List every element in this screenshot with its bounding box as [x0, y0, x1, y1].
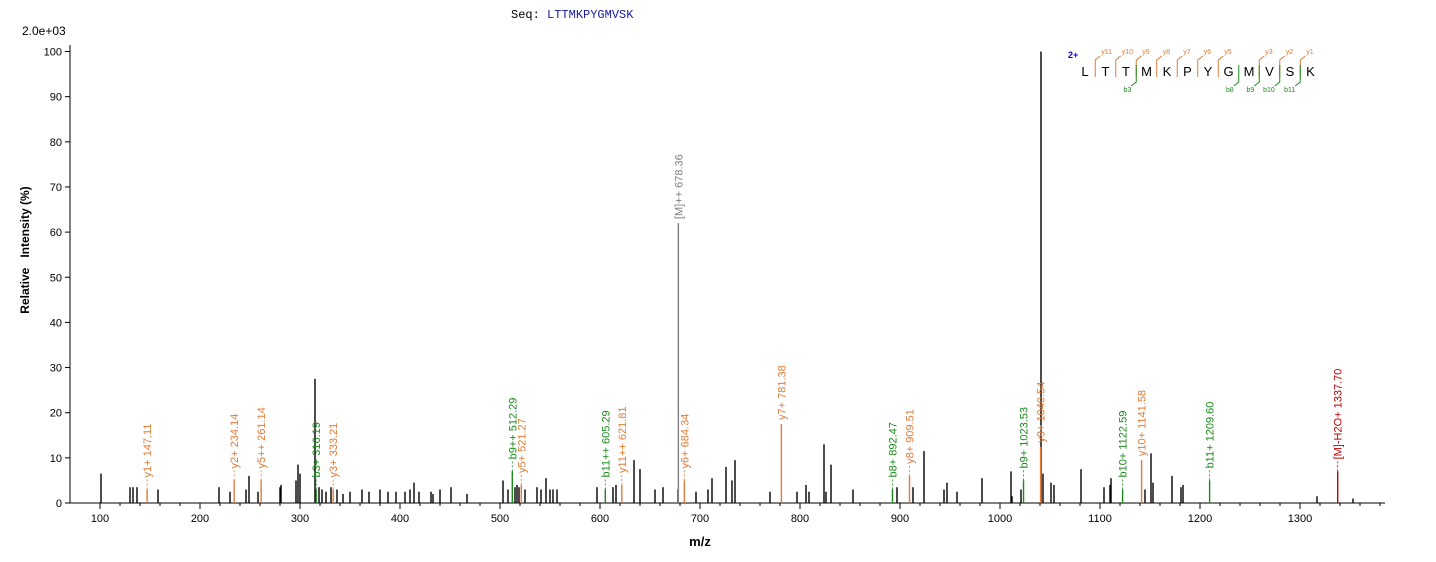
y-tick-label: 0 [56, 498, 62, 510]
y-axis-title: Relative Intensity (%) [18, 186, 32, 313]
x-tick-label: 200 [191, 513, 209, 525]
y-tick-label: 60 [50, 227, 62, 239]
peak-label: b9+ 1023.53 [1019, 407, 1031, 468]
max-intensity-label: 2.0e+03 [22, 24, 66, 38]
peak-label: y6+ 684.34 [679, 414, 691, 469]
charge-state-label: 2+ [1068, 50, 1078, 60]
sequence-residue: V [1265, 64, 1274, 79]
x-tick-label: 700 [691, 513, 709, 525]
x-tick-label: 1100 [1088, 513, 1112, 525]
x-tick-label: 1000 [988, 513, 1012, 525]
b-ion-marker [1233, 65, 1240, 87]
sequence-residue: P [1183, 64, 1192, 79]
sequence-residue: M [1244, 64, 1255, 79]
peak-label: y8+ 909.51 [905, 409, 917, 464]
y-ion-marker-label: y5 [1224, 49, 1232, 56]
peak-label: y1+ 147.11 [142, 424, 154, 478]
b-ion-marker-label: b8 [1226, 87, 1234, 94]
x-tick-label: 500 [491, 513, 509, 525]
y-tick-label: 80 [50, 137, 62, 149]
peak-label: b10+ 1122.59 [1118, 411, 1130, 478]
x-tick-label: 100 [91, 513, 109, 525]
y-tick-label: 10 [50, 453, 62, 465]
y-tick-label: 90 [50, 92, 62, 104]
y-tick-label: 70 [50, 182, 62, 194]
x-tick-label: 600 [591, 513, 609, 525]
x-tick-label: 400 [391, 513, 409, 525]
y-tick-label: 100 [44, 47, 62, 59]
x-tick-label: 1300 [1288, 513, 1312, 525]
sequence-residue: L [1081, 64, 1088, 79]
y-ion-marker-label: y8 [1163, 49, 1171, 56]
y-ion-marker [1094, 55, 1101, 77]
peak-label: b8+ 892.47 [887, 422, 899, 477]
peak-label: y10+ 1141.58 [1137, 390, 1149, 456]
sequence-residue: T [1102, 64, 1110, 79]
sequence-header: Seq: LTTMKPYGMVSK [511, 8, 633, 22]
x-tick-label: 300 [291, 513, 309, 525]
y-ion-marker-label: y1 [1306, 49, 1314, 56]
sequence-residue: G [1223, 64, 1233, 79]
y-tick-label: 50 [50, 272, 62, 284]
sequence-value: LTTMKPYGMVSK [547, 8, 634, 22]
b-ion-marker [1130, 65, 1137, 87]
y-ion-marker-label: y3 [1265, 49, 1273, 56]
x-tick-label: 1200 [1188, 513, 1212, 525]
sequence-residue: M [1141, 64, 1152, 79]
y-tick-label: 20 [50, 408, 62, 420]
b-ion-marker-label: b11 [1284, 87, 1295, 94]
y-tick-label: 40 [50, 317, 62, 329]
y-ion-marker-label: y6 [1204, 49, 1212, 56]
y-ion-marker-label: y9 [1142, 49, 1150, 56]
sequence-residue: S [1286, 64, 1295, 79]
sequence-residue: K [1306, 64, 1315, 79]
x-tick-label: 900 [891, 513, 909, 525]
peak-label: y7+ 781.38 [776, 365, 788, 420]
y-ion-marker-label: y2 [1286, 49, 1294, 56]
b-ion-marker-label: b9 [1246, 87, 1254, 94]
peak-label: y11++ 621.81 [617, 406, 629, 472]
peak-label: y5+ 521.27 [516, 418, 528, 473]
y-tick-label: 30 [50, 363, 62, 375]
peak-label: y5++ 261.14 [256, 407, 268, 468]
b-ion-marker [1253, 65, 1260, 87]
y-ion-marker [1176, 55, 1183, 77]
y-ion-marker [1258, 55, 1265, 77]
y-ion-marker-label: y10 [1122, 49, 1133, 56]
y-ion-marker [1115, 55, 1122, 77]
y-ion-marker [1279, 55, 1286, 77]
peak-label: y9+ 1040.54 [1036, 382, 1048, 443]
peak-label: [M]++ 678.36 [673, 154, 685, 219]
peak-label: [M]-H2O+ 1337.70 [1333, 369, 1345, 460]
b-ion-marker-label: b3 [1123, 87, 1131, 94]
b-ion-marker [1274, 65, 1281, 87]
y-ion-marker [1299, 55, 1306, 77]
sequence-residue: T [1122, 64, 1130, 79]
peak-label: y2+ 234.14 [229, 414, 241, 469]
peak-label: b11+ 1209.60 [1205, 402, 1217, 469]
sequence-label: Seq: [511, 8, 540, 22]
x-axis-title: m/z [689, 534, 711, 549]
peak-label: y3+ 333.21 [328, 423, 340, 478]
y-ion-marker-label: y11 [1101, 49, 1112, 56]
y-ion-marker-label: y7 [1183, 49, 1191, 56]
sequence-residue: Y [1204, 64, 1213, 79]
peak-label: b3+ 316.19 [311, 422, 323, 477]
sequence-residue: K [1163, 64, 1172, 79]
y-ion-marker [1197, 55, 1204, 77]
peak-label: b11++ 605.29 [600, 410, 612, 477]
b-ion-marker [1294, 65, 1301, 87]
x-tick-label: 800 [791, 513, 809, 525]
y-ion-marker [1217, 55, 1224, 77]
b-ion-marker-label: b10 [1263, 87, 1275, 94]
y-ion-marker [1156, 55, 1163, 77]
peak-label: b9++ 512.29 [507, 398, 519, 460]
